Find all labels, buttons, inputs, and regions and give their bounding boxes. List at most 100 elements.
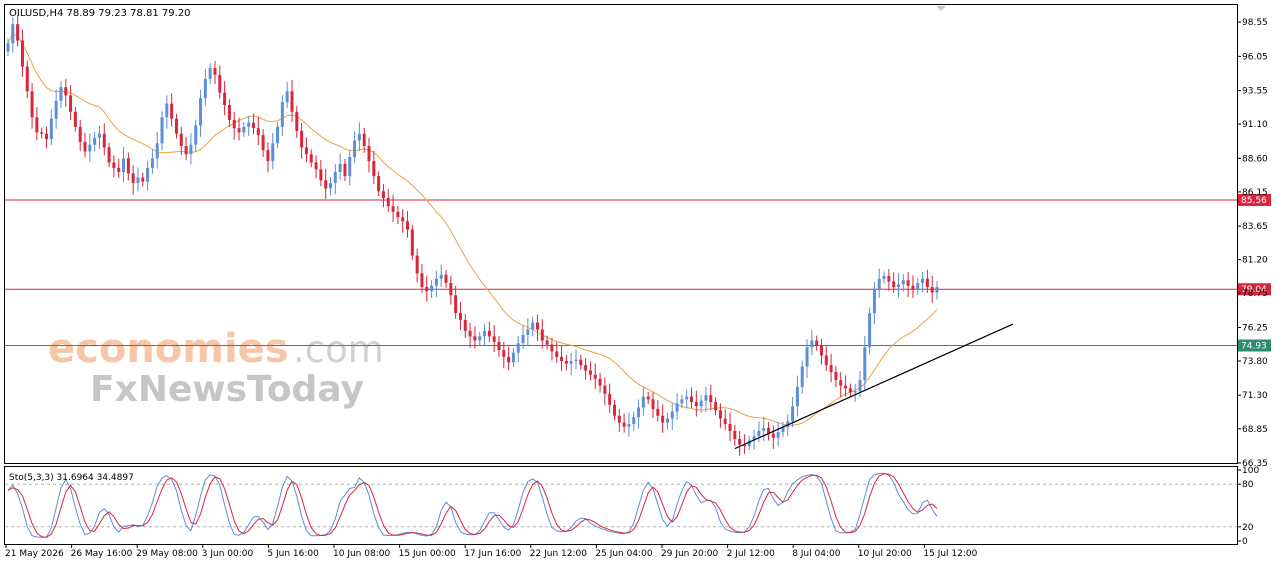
candle-body [377,176,381,192]
candle-body [174,118,178,134]
moving-average-layer [7,33,938,426]
candle-body [213,67,217,75]
y-tick-label: 93.55 [1242,87,1268,97]
candle-body [497,341,501,351]
watermark-logo: economies .com FxNewsToday [48,326,384,410]
candle-body [579,359,583,366]
candle-body [11,24,15,44]
candle-body [685,396,689,400]
candle-body [844,385,848,389]
candle-body [45,133,49,140]
candle-body [353,140,357,157]
y-tick-label: 91.10 [1242,120,1268,130]
x-tick-label: 5 Jun 16:00 [267,549,319,559]
candle-body [25,66,29,92]
candle-body [247,122,251,127]
candle-body [752,436,756,441]
candle-body [141,177,145,182]
candle-body [742,444,746,446]
candle-body [560,356,564,361]
candle-body [146,167,150,182]
x-tick-label: 10 Jun 08:00 [333,549,390,559]
candle-body [261,135,265,151]
candle-body [102,133,106,148]
candle-body [723,418,727,424]
y-tick-label: 86.15 [1242,188,1268,198]
candle-body [511,352,515,363]
candle-body [362,133,366,147]
candle-body [107,147,111,163]
candle-body [300,130,304,148]
candle-body [329,182,333,189]
candle-body [555,351,559,357]
candle-body [502,350,506,357]
candle-body [612,404,616,416]
candle-body [314,162,318,170]
candle-body [199,98,203,126]
stochastic-title: Sto(5,3,3) 31.6964 34.4897 [9,473,134,483]
candle-body [550,344,554,352]
candle-body [819,345,823,356]
candle-body [521,334,525,344]
candle-body [256,128,260,136]
candle-body [617,415,621,423]
candle-body [194,125,198,145]
candle-body [444,274,448,283]
candle-body [136,177,140,183]
y-tick-label: 88.60 [1242,154,1268,164]
candle-body [160,117,164,144]
trendline-layer [734,323,1014,450]
candle-body [872,289,876,314]
candle-body [237,128,241,133]
chart-title: OILUSD,H4 78.89 79.23 78.81 79.20 [9,8,191,19]
moving-average-line [7,33,938,426]
candle-body [280,102,284,127]
x-tick-label: 25 Jun 04:00 [595,549,652,559]
candle-body [738,439,742,445]
y-axis-layer: 98.55 96.05 93.55 91.10 88.60 86.15 83.65 81.20… [1237,18,1268,547]
collapse-marker-icon[interactable] [936,6,946,11]
candle-body [478,336,482,341]
x-tick-label: 29 May 08:00 [136,549,198,559]
candle-body [439,274,443,279]
candle-body [372,161,376,177]
level-price-label: 74.93 [1241,342,1267,352]
candle-body [170,103,174,119]
candle-body [795,387,799,407]
candle-body [680,399,684,404]
level-price-box [1238,339,1271,352]
candle-body [516,343,520,353]
svg-text:FxNewsToday: FxNewsToday [90,369,364,410]
candle-body [391,206,395,212]
x-tick-label: 2 Jul 12:00 [727,549,776,559]
candle-body [6,43,10,52]
candle-body [800,366,804,388]
candle-body [762,428,766,431]
y-tick-label: 76.25 [1242,323,1268,333]
candle-body [771,433,775,438]
candle-body [868,313,872,348]
candle-body [396,211,400,218]
candle-body [487,330,491,337]
candle-body [49,118,53,140]
candle-body [309,154,313,163]
y-tick-label: 78.75 [1242,289,1268,299]
candles-layer [6,14,939,456]
x-tick-label: 8 Jul 04:00 [792,549,841,559]
candle-body [733,430,737,440]
level-price-box [1238,283,1271,296]
candle-body [88,144,92,152]
candle-body [333,172,337,183]
candle-body [815,340,819,346]
candle-body [767,428,771,434]
svg-text:.com: .com [293,328,384,371]
candle-body [646,396,650,400]
candle-body [718,410,722,419]
candle-body [901,280,905,285]
stochastic-k-line [7,472,938,538]
candle-body [863,347,867,381]
candle-body [78,126,82,142]
candle-body [401,217,405,222]
candle-body [665,418,669,423]
